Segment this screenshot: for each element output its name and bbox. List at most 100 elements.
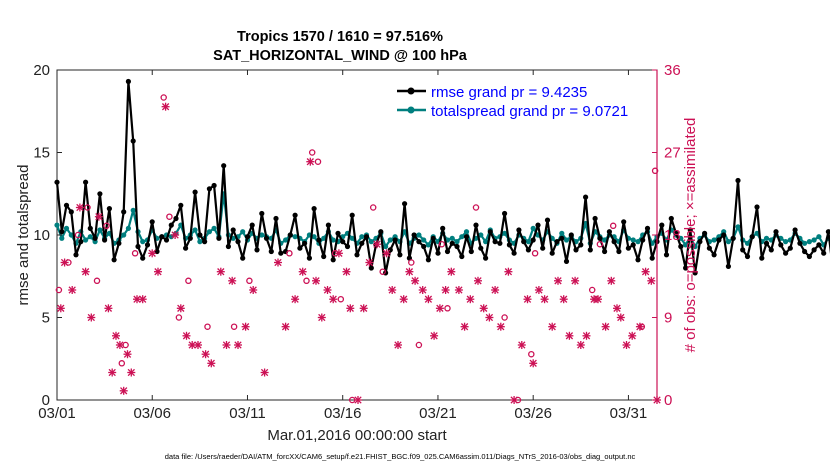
rmse-point bbox=[216, 235, 222, 241]
rmse-point bbox=[244, 234, 251, 240]
obs-possible-marker bbox=[408, 259, 415, 266]
obs-possible-marker bbox=[204, 323, 211, 330]
obs-assimilated-marker bbox=[194, 341, 202, 349]
rmse-point bbox=[592, 215, 598, 222]
rmse-point bbox=[468, 248, 474, 255]
obs-possible-marker bbox=[286, 250, 293, 257]
obs-assimilated-marker bbox=[207, 359, 216, 368]
rmse-line bbox=[55, 80, 830, 274]
rmse-point bbox=[278, 250, 284, 256]
spread-point bbox=[459, 234, 465, 240]
rmse-point bbox=[621, 219, 627, 225]
spread-point bbox=[387, 237, 393, 243]
rmse-point bbox=[297, 245, 303, 251]
obs-assimilated-marker bbox=[94, 212, 103, 221]
obs-assimilated-marker bbox=[306, 157, 315, 166]
obs-assimilated-marker bbox=[534, 286, 543, 294]
obs-assimilated-marker bbox=[171, 231, 180, 239]
obs-assimilated-marker bbox=[529, 359, 538, 368]
legend: rmse grand pr = 9.4235 totalspread grand… bbox=[397, 84, 628, 120]
obs-assimilated-marker bbox=[601, 322, 610, 331]
obs-possible-marker bbox=[118, 360, 126, 367]
obs-assimilated-marker bbox=[298, 267, 307, 276]
rmse-point bbox=[116, 240, 122, 246]
rmse-point bbox=[721, 232, 727, 238]
obs-assimilated-marker bbox=[68, 286, 77, 294]
spread-point bbox=[97, 227, 103, 233]
obs-assimilated-marker bbox=[635, 322, 644, 331]
spread-point bbox=[563, 237, 570, 243]
rmse-point bbox=[335, 230, 341, 236]
rmse-point bbox=[325, 222, 331, 228]
rmse-point bbox=[663, 252, 670, 258]
rmse-point bbox=[73, 252, 79, 258]
obs-assimilated-marker bbox=[56, 304, 65, 313]
obs-assimilated-marker bbox=[418, 286, 427, 294]
rmse-point bbox=[144, 242, 151, 248]
axes: 03/01 03/06 03/11 03/16 03/21 03/26 03/31 0 5 10 1… bbox=[33, 62, 680, 422]
rmse-point bbox=[683, 265, 689, 271]
obs-assimilated-marker bbox=[411, 276, 420, 285]
obs-assimilated-marker bbox=[485, 313, 494, 322]
rmse-point bbox=[535, 222, 541, 228]
rmse-point bbox=[135, 243, 141, 250]
obs-assimilated-marker bbox=[647, 276, 656, 285]
obs-assimilated-marker bbox=[346, 304, 355, 313]
rmse-point bbox=[544, 217, 551, 223]
spread-point bbox=[383, 243, 389, 250]
rmse-point bbox=[130, 138, 136, 144]
spread-point bbox=[63, 225, 70, 231]
x-tick-label: 03/16 bbox=[324, 405, 362, 422]
obs-possible-marker bbox=[166, 213, 173, 220]
obs-assimilated-marker bbox=[548, 322, 557, 331]
rmse-point bbox=[421, 243, 427, 250]
obs-possible-marker bbox=[415, 341, 423, 349]
obs-assimilated-marker bbox=[161, 102, 170, 111]
rmse-point bbox=[163, 237, 170, 243]
rmse-point bbox=[763, 240, 770, 246]
obs-assimilated-marker bbox=[613, 304, 621, 313]
obs-assimilated-marker bbox=[474, 276, 482, 285]
obs-possible-marker bbox=[528, 350, 535, 358]
obs-assimilated-marker bbox=[119, 386, 128, 395]
rmse-point bbox=[635, 257, 641, 263]
y-tick-label-right: 27 bbox=[664, 145, 681, 162]
spread-point bbox=[802, 240, 808, 246]
spread-point bbox=[259, 232, 265, 238]
legend-spread-marker bbox=[407, 106, 415, 114]
obs-possible-marker bbox=[472, 204, 480, 211]
rmse-point bbox=[606, 229, 613, 235]
spread-point bbox=[449, 235, 455, 241]
spread-point bbox=[121, 232, 127, 238]
rmse-point bbox=[549, 250, 555, 256]
obs-assimilated-marker bbox=[112, 331, 120, 340]
spread-point bbox=[130, 207, 136, 213]
rmse-point bbox=[206, 186, 212, 192]
rmse-point bbox=[711, 252, 717, 258]
obs-assimilated-marker bbox=[216, 267, 225, 276]
rmse-point bbox=[183, 245, 189, 251]
rmse-point bbox=[173, 215, 179, 222]
obs-assimilated-marker bbox=[241, 322, 250, 331]
y-tick-label-right: 18 bbox=[664, 227, 681, 244]
rmse-point bbox=[397, 252, 403, 258]
spread-point bbox=[83, 237, 89, 243]
obs-assimilated-marker bbox=[60, 258, 69, 267]
rmse-point bbox=[363, 234, 370, 240]
rmse-point bbox=[359, 240, 365, 246]
obs-possible-marker bbox=[531, 250, 539, 257]
rmse-point bbox=[140, 255, 146, 261]
y-tick-label-left: 15 bbox=[33, 145, 50, 162]
rmse-point bbox=[725, 263, 732, 269]
rmse-point bbox=[483, 255, 489, 261]
obs-assimilated-marker bbox=[188, 341, 197, 349]
spread-point bbox=[192, 227, 198, 233]
rmse-point bbox=[825, 229, 830, 235]
rmse-point bbox=[797, 240, 803, 246]
obs-assimilated-marker bbox=[359, 304, 368, 313]
rmse-point bbox=[597, 235, 603, 241]
rmse-point bbox=[740, 247, 746, 253]
obs-assimilated-marker bbox=[607, 276, 616, 285]
obs-possible-marker bbox=[314, 158, 322, 165]
rmse-point bbox=[759, 255, 765, 261]
